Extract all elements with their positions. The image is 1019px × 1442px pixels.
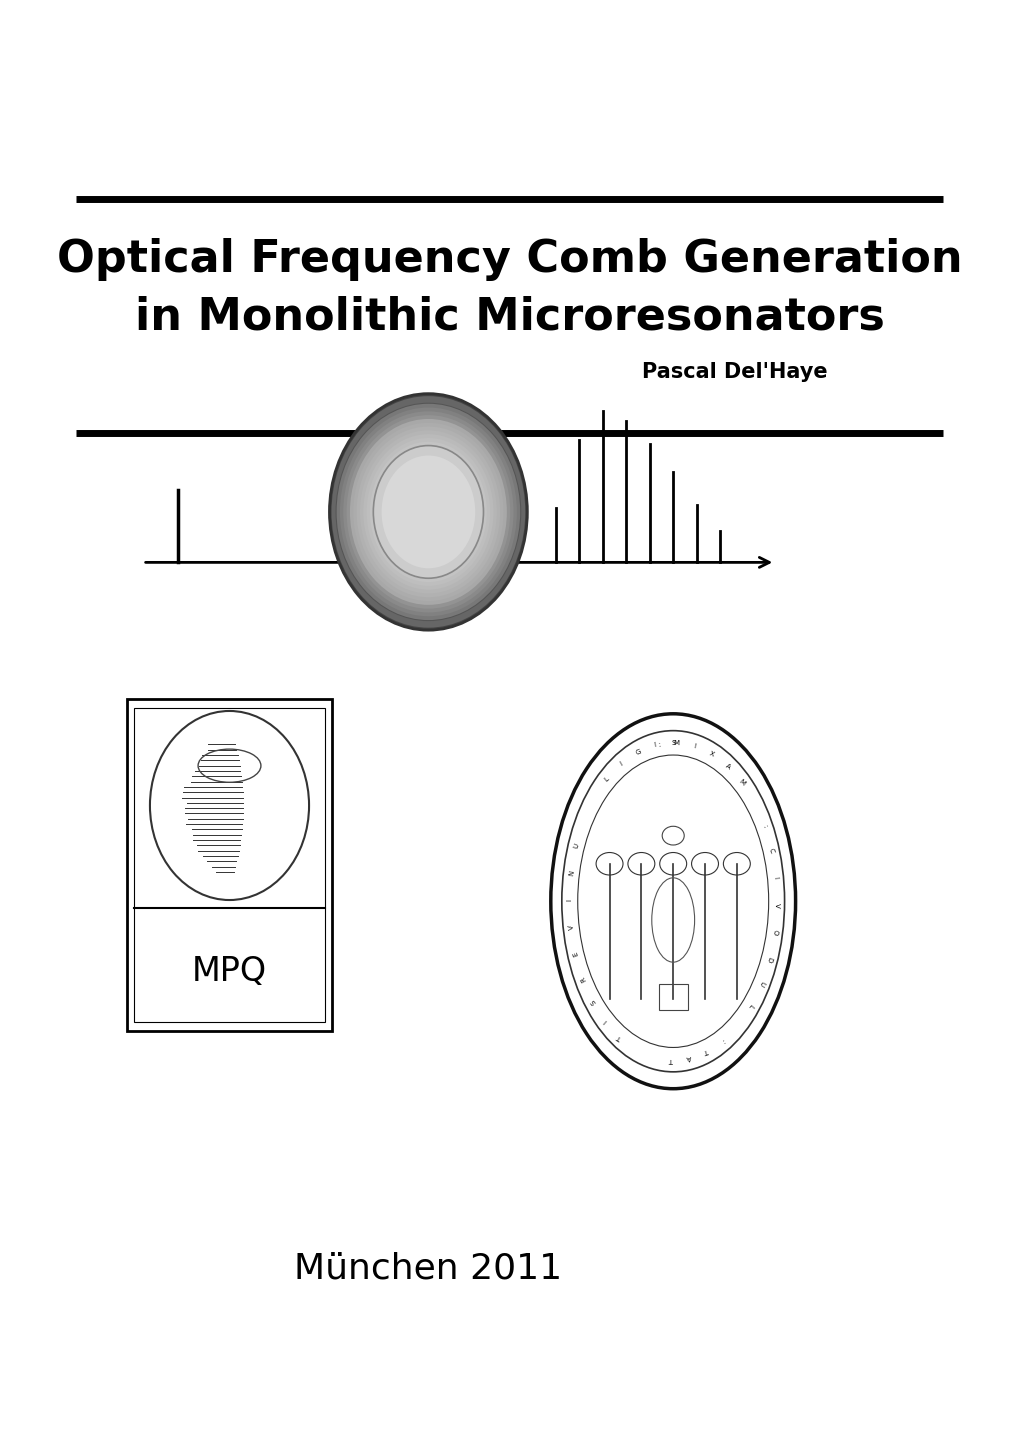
Text: I: I	[771, 877, 777, 880]
Text: M: M	[673, 740, 679, 746]
Text: T: T	[668, 1057, 673, 1063]
Text: L: L	[603, 776, 609, 783]
Text: U: U	[572, 842, 580, 849]
Text: A: A	[686, 1054, 692, 1061]
Text: V: V	[772, 903, 779, 907]
Text: I: I	[602, 1018, 607, 1024]
Text: I: I	[567, 898, 573, 901]
Text: E: E	[572, 950, 579, 957]
Ellipse shape	[330, 395, 526, 629]
Ellipse shape	[353, 423, 503, 601]
Ellipse shape	[373, 446, 483, 578]
Text: T: T	[616, 1034, 623, 1041]
Text: Optical Frequency Comb Generation: Optical Frequency Comb Generation	[57, 238, 962, 281]
Text: S: S	[589, 998, 596, 1005]
Bar	[127, 699, 331, 1031]
Text: I: I	[692, 743, 695, 750]
Text: M: M	[737, 779, 746, 787]
Text: R: R	[579, 975, 586, 982]
Text: N: N	[568, 870, 575, 875]
Ellipse shape	[373, 446, 483, 578]
Bar	[658, 983, 687, 1009]
Ellipse shape	[370, 441, 486, 583]
Text: T: T	[703, 1047, 709, 1054]
Text: I: I	[619, 761, 624, 767]
Text: MPQ: MPQ	[192, 955, 267, 988]
Text: :: :	[656, 741, 659, 747]
Text: V: V	[568, 924, 574, 930]
Ellipse shape	[346, 415, 510, 609]
Ellipse shape	[350, 420, 506, 604]
Ellipse shape	[381, 456, 475, 568]
Text: in Monolithic Microresonators: in Monolithic Microresonators	[135, 296, 884, 339]
Ellipse shape	[366, 438, 490, 585]
Text: Pascal Del'Haye: Pascal Del'Haye	[641, 362, 826, 382]
Text: G: G	[634, 748, 641, 756]
Text: :: :	[720, 1037, 725, 1043]
Ellipse shape	[550, 714, 795, 1089]
Text: A: A	[723, 763, 731, 770]
Ellipse shape	[357, 427, 499, 597]
Ellipse shape	[363, 434, 493, 590]
Text: München 2011: München 2011	[294, 1252, 561, 1286]
Text: I: I	[653, 743, 656, 748]
Text: O: O	[770, 929, 777, 936]
Ellipse shape	[336, 404, 520, 620]
Ellipse shape	[339, 408, 517, 616]
Text: C: C	[767, 848, 774, 854]
Text: S: S	[671, 740, 675, 746]
Text: L: L	[747, 1002, 754, 1009]
Bar	[133, 708, 325, 1022]
Text: D: D	[765, 955, 772, 962]
Ellipse shape	[150, 711, 309, 900]
Ellipse shape	[336, 404, 520, 620]
Text: :: :	[760, 823, 766, 828]
Text: U: U	[757, 979, 764, 988]
Ellipse shape	[360, 430, 496, 594]
Text: X: X	[707, 750, 714, 758]
Ellipse shape	[343, 411, 513, 613]
